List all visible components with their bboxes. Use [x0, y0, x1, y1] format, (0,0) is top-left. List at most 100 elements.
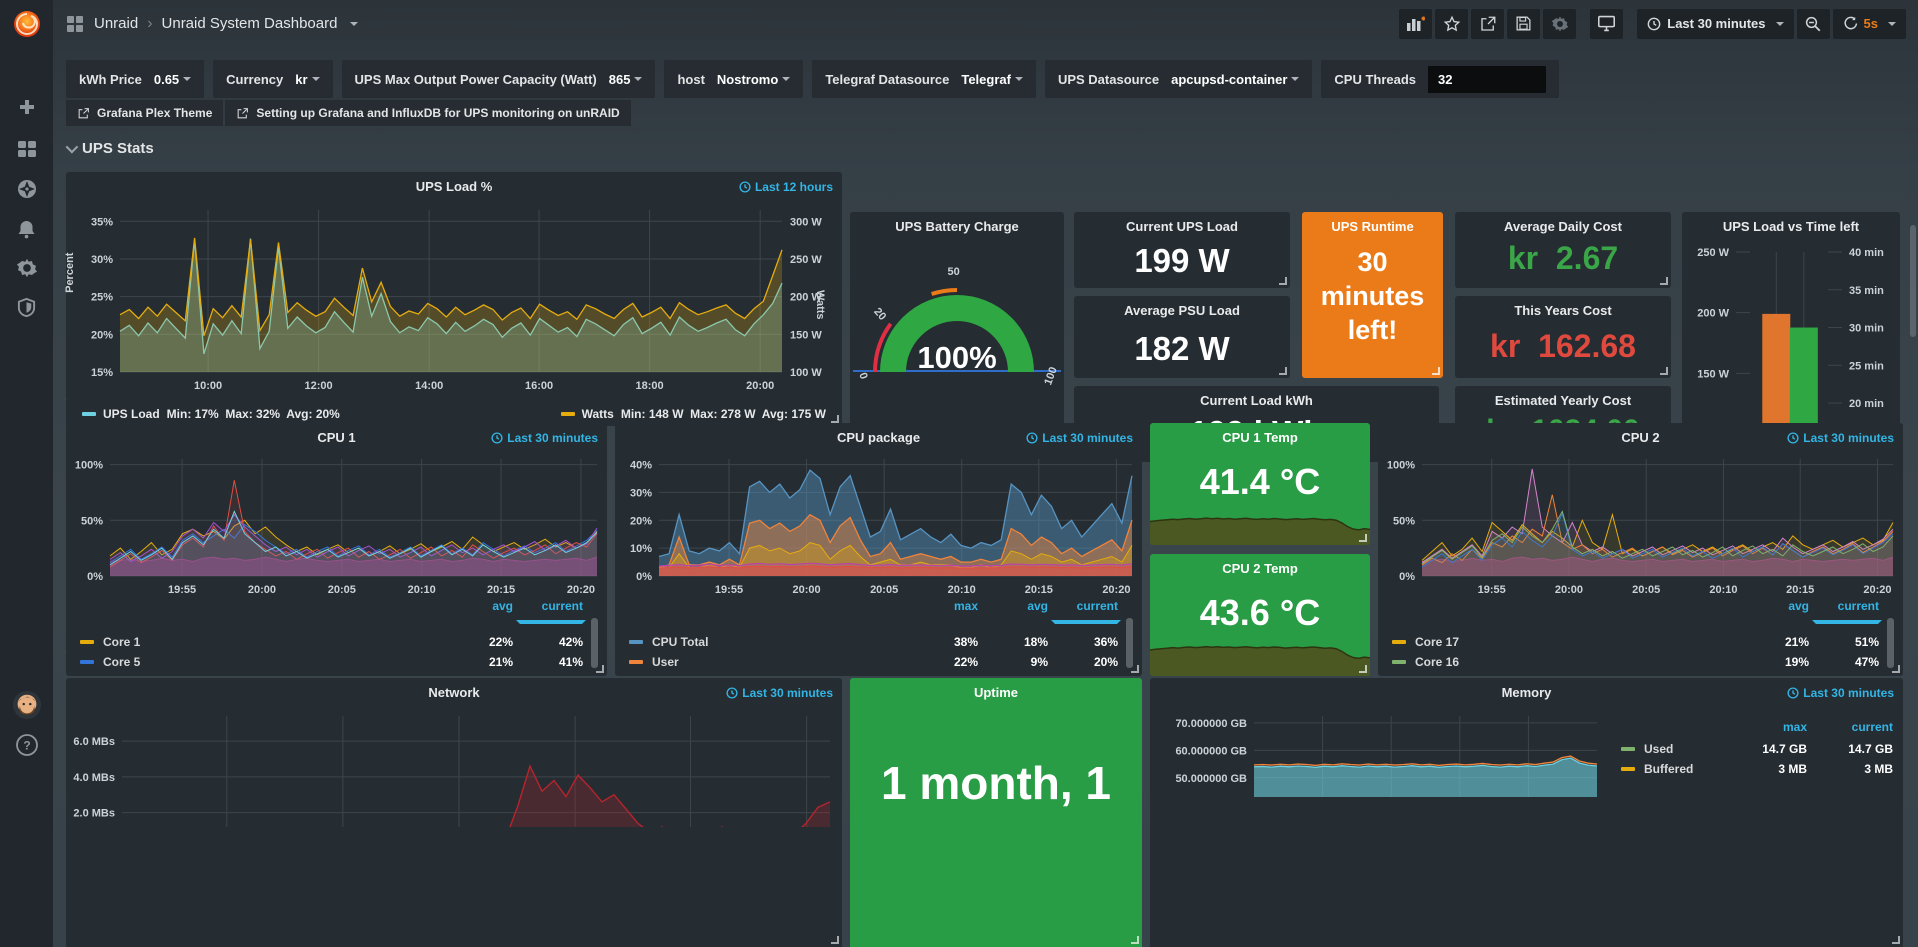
- svg-text:20: 20: [871, 306, 888, 323]
- legend-row[interactable]: Core 1 22% 42%: [80, 632, 599, 652]
- create-plus-icon[interactable]: [0, 90, 53, 124]
- settings-gear-icon[interactable]: [1543, 8, 1577, 39]
- svg-text:100%: 100%: [1387, 460, 1415, 472]
- svg-text:35 min: 35 min: [1849, 285, 1884, 297]
- panel-ups-load[interactable]: UPS Load % Last 12 hours Percent Watts 1…: [64, 172, 842, 426]
- cpu1-chart[interactable]: 19:55 20:00 20:05 20:10 20:15 20:20 100% 50% 0%: [66, 449, 607, 600]
- network-chart[interactable]: 6.0 MBs 4.0 MBs 2.0 MBs: [66, 702, 842, 827]
- variable-kwh-price[interactable]: kWh Price 0.65: [66, 60, 205, 98]
- svg-text:25 min: 25 min: [1849, 360, 1884, 372]
- grafana-logo-icon[interactable]: [11, 8, 43, 40]
- legend-row[interactable]: User 22% 9% 20%: [629, 652, 1134, 672]
- legend-row[interactable]: Core 16 19% 47%: [1392, 652, 1895, 672]
- link-ups-monitoring-guide[interactable]: Setting up Grafana and InfluxDB for UPS …: [225, 100, 631, 126]
- legend-row[interactable]: Buffered 3 MB 3 MB: [1621, 759, 1893, 779]
- clock-icon: [726, 687, 738, 699]
- svg-text:20:15: 20:15: [1786, 584, 1814, 596]
- legend-row[interactable]: Core 5 21% 41%: [80, 652, 599, 672]
- dashboard-caret-icon[interactable]: [350, 21, 359, 26]
- panel-this-years-cost[interactable]: This Years Cost kr 162.68: [1455, 296, 1671, 378]
- panel-time-override[interactable]: Last 30 minutes: [491, 431, 598, 445]
- panel-time-override[interactable]: Last 30 minutes: [1026, 431, 1133, 445]
- svg-text:0%: 0%: [1399, 571, 1415, 583]
- panel-cpu2-temp[interactable]: CPU 2 Temp 43.6 °C: [1150, 554, 1370, 676]
- svg-text:50: 50: [947, 266, 959, 278]
- svg-text:20:10: 20:10: [948, 584, 976, 596]
- section-ups-stats[interactable]: UPS Stats: [65, 140, 154, 157]
- configuration-gear-icon[interactable]: [0, 251, 53, 285]
- panel-cpu-package[interactable]: CPU package Last 30 minutes 19:55 20:00 20…: [615, 423, 1142, 676]
- legend-scrollbar[interactable]: [591, 618, 598, 668]
- svg-text:100 W: 100 W: [790, 367, 822, 379]
- variable-telegraf-datasource[interactable]: Telegraf Datasource Telegraf: [812, 60, 1036, 98]
- panel-time-override[interactable]: Last 30 minutes: [1787, 431, 1894, 445]
- help-icon[interactable]: ?: [0, 728, 53, 762]
- svg-text:20:20: 20:20: [1102, 584, 1130, 596]
- panel-current-ups-load[interactable]: Current UPS Load 199 W: [1074, 212, 1290, 288]
- add-panel-button[interactable]: [1399, 8, 1433, 39]
- user-avatar[interactable]: [0, 688, 53, 722]
- dashboard-links-row: Grafana Plex Theme Setting up Grafana an…: [66, 100, 631, 126]
- server-admin-shield-icon[interactable]: [0, 290, 53, 324]
- svg-text:10:00: 10:00: [194, 380, 222, 392]
- svg-text:200 W: 200 W: [790, 292, 822, 304]
- svg-text:19:55: 19:55: [1478, 584, 1506, 596]
- alerting-bell-icon[interactable]: [0, 212, 53, 246]
- panel-memory[interactable]: Memory Last 30 minutes 70.000000 GB 60.00…: [1150, 678, 1903, 947]
- stat-value: 182 W: [1134, 330, 1230, 367]
- share-button[interactable]: [1471, 8, 1505, 39]
- panel-ups-battery-charge[interactable]: UPS Battery Charge 0 20 50 100 100%: [850, 212, 1064, 462]
- breadcrumb-page[interactable]: Unraid System Dashboard: [161, 15, 338, 32]
- svg-text:20:05: 20:05: [870, 584, 898, 596]
- ups-load-legend: UPS Load Min: 17% Max: 32% Avg: 20% Watts…: [82, 407, 826, 421]
- svg-text:20:00: 20:00: [248, 584, 276, 596]
- legend-scrollbar[interactable]: [1887, 618, 1894, 668]
- external-link-icon: [78, 107, 89, 118]
- variable-ups-max-output[interactable]: UPS Max Output Power Capacity (Watt) 865: [341, 60, 656, 98]
- panel-cpu1[interactable]: CPU 1 Last 30 minutes 19:55 20:00 20:05 20:…: [66, 423, 607, 676]
- refresh-picker[interactable]: 5s: [1832, 8, 1906, 39]
- cycle-view-monitor-icon[interactable]: [1590, 8, 1624, 39]
- link-grafana-plex-theme[interactable]: Grafana Plex Theme: [66, 100, 224, 126]
- legend-row[interactable]: CPU Total 38% 18% 36%: [629, 632, 1134, 652]
- legend-scrollbar[interactable]: [1126, 618, 1133, 668]
- cpu-threads-input[interactable]: 32: [1428, 65, 1547, 93]
- cpu2-chart[interactable]: 19:55 20:00 20:05 20:10 20:15 20:20 100% 50% 0%: [1378, 449, 1903, 600]
- ups-load-chart[interactable]: 10:00 12:00 14:00 16:00 18:00 20:00 35% 30% 25% 2…: [66, 198, 842, 396]
- panel-cpu1-temp[interactable]: CPU 1 Temp 41.4 °C: [1150, 423, 1370, 545]
- panel-average-psu-load[interactable]: Average PSU Load 182 W: [1074, 296, 1290, 378]
- svg-text:12:00: 12:00: [305, 380, 333, 392]
- svg-text:4.0 MBs: 4.0 MBs: [73, 772, 115, 784]
- panel-uptime[interactable]: Uptime 1 month, 1: [850, 678, 1142, 947]
- legend-row[interactable]: Used 14.7 GB 14.7 GB: [1621, 739, 1893, 759]
- star-button[interactable]: [1435, 8, 1469, 39]
- panel-time-override[interactable]: Last 30 minutes: [726, 686, 833, 700]
- chevron-down-icon: [65, 140, 79, 154]
- cpu-package-chart[interactable]: 19:55 20:00 20:05 20:10 20:15 20:20 40% 30% 20% 1…: [615, 449, 1142, 600]
- explore-compass-icon[interactable]: [0, 172, 53, 206]
- breadcrumb-app[interactable]: Unraid: [94, 15, 139, 32]
- zoom-out-button[interactable]: [1796, 8, 1830, 39]
- dashboard-grid-icon[interactable]: [65, 14, 85, 34]
- dashboards-icon[interactable]: [0, 132, 53, 166]
- variable-currency[interactable]: Currency kr: [213, 60, 333, 98]
- panel-cpu2[interactable]: CPU 2 Last 30 minutes 19:55 20:00 20:05 20:…: [1378, 423, 1903, 676]
- time-range-picker[interactable]: Last 30 minutes: [1637, 8, 1794, 39]
- clock-icon: [491, 432, 503, 444]
- svg-text:40%: 40%: [630, 460, 652, 472]
- svg-text:250 W: 250 W: [790, 254, 822, 266]
- panel-time-override[interactable]: Last 30 minutes: [1787, 686, 1894, 700]
- panel-average-daily-cost[interactable]: Average Daily Cost kr 2.67: [1455, 212, 1671, 288]
- page-scrollbar[interactable]: [1910, 225, 1916, 337]
- refresh-icon: [1843, 16, 1857, 30]
- panel-ups-runtime[interactable]: UPS Runtime 30 minutes left!: [1302, 212, 1443, 378]
- variable-host[interactable]: host Nostromo: [664, 60, 804, 98]
- panel-time-override[interactable]: Last 12 hours: [739, 180, 833, 194]
- svg-text:0: 0: [856, 371, 869, 381]
- panel-network[interactable]: Network Last 30 minutes 6.0 MBs 4.0 MBs 2.…: [66, 678, 842, 947]
- variable-ups-datasource[interactable]: UPS Datasource apcupsd-container: [1044, 60, 1313, 98]
- memory-chart[interactable]: 70.000000 GB 60.000000 GB 50.000000 GB: [1150, 702, 1603, 797]
- save-button[interactable]: [1507, 8, 1541, 39]
- legend-row[interactable]: Core 17 21% 51%: [1392, 632, 1895, 652]
